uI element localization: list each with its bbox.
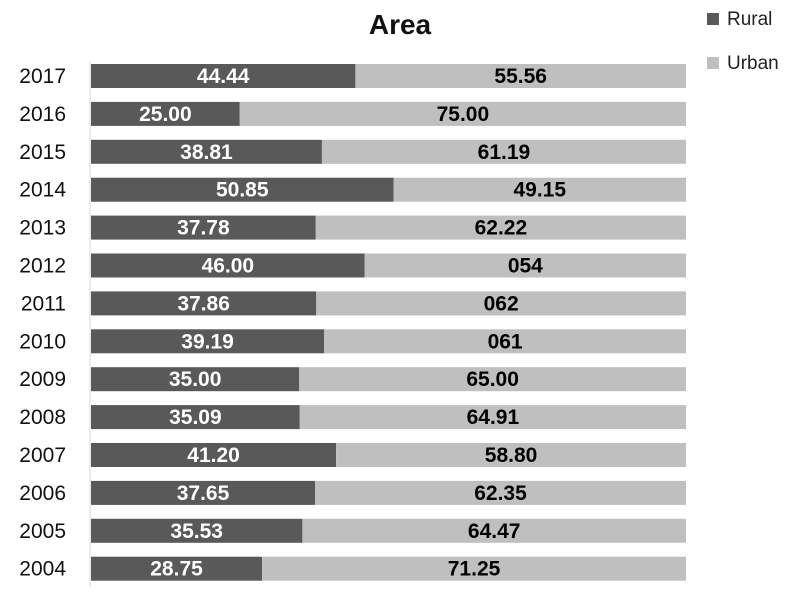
data-label-urban: 64.91 (467, 406, 520, 429)
bar-rural (91, 405, 300, 430)
data-label-rural: 46.00 (202, 255, 255, 278)
data-label-rural: 44.44 (197, 65, 250, 88)
bar-rural (91, 64, 356, 88)
bar-rural (91, 291, 317, 316)
bar-urban (239, 101, 686, 126)
y-tick-label: 2007 (19, 444, 66, 467)
bar-urban (364, 253, 686, 278)
y-tick-label: 2005 (19, 520, 66, 543)
bar-rural (91, 367, 300, 392)
y-tick-label: 2006 (19, 482, 66, 505)
data-label-urban: 58.80 (485, 444, 538, 467)
bar-urban (299, 367, 686, 392)
data-label-rural: 39.19 (181, 330, 234, 353)
y-tick-label: 2010 (19, 330, 66, 353)
data-label-urban: 062 (484, 292, 519, 315)
bar-urban (302, 518, 686, 543)
bar-urban (324, 329, 686, 354)
data-label-urban: 061 (488, 330, 523, 353)
bar-urban (262, 556, 686, 581)
data-label-rural: 37.78 (177, 217, 230, 240)
data-label-rural: 35.09 (169, 406, 222, 429)
bar-rural (91, 518, 303, 543)
data-label-rural: 35.00 (169, 368, 222, 391)
bar-urban (315, 480, 686, 505)
legend-label-rural: Rural (727, 9, 772, 30)
data-label-urban: 054 (508, 255, 543, 278)
y-tick-label: 2012 (19, 255, 66, 278)
bar-rural (91, 480, 316, 505)
bar-urban (299, 405, 686, 430)
bar-rural (91, 177, 394, 202)
data-label-rural: 41.20 (187, 444, 240, 467)
legend-swatch-rural (707, 13, 719, 25)
y-tick-label: 2008 (19, 406, 66, 429)
bar-urban (321, 139, 686, 164)
y-tick-label: 2016 (19, 103, 66, 126)
bar-urban (315, 215, 686, 240)
y-tick-label: 2015 (19, 141, 66, 164)
data-label-rural: 50.85 (216, 179, 269, 202)
data-label-urban: 61.19 (478, 141, 531, 164)
bar-plot-area: 2017 44.44 55.56 2016 25.00 75.00 2015 38.81 61.… (19, 64, 686, 581)
bar-rural (91, 101, 240, 126)
y-tick-label: 2013 (19, 217, 66, 240)
y-tick-label: 2014 (19, 179, 66, 202)
bar-urban (316, 291, 686, 316)
data-label-urban: 75.00 (437, 103, 490, 126)
bar-rural (91, 253, 365, 278)
data-label-urban: 71.25 (448, 558, 501, 581)
data-label-urban: 64.47 (468, 520, 521, 543)
y-tick-label: 2017 (19, 65, 66, 88)
data-label-urban: 65.00 (466, 368, 519, 391)
bar-urban (355, 64, 686, 88)
data-label-urban: 62.35 (474, 482, 527, 505)
y-tick-label: 2009 (19, 368, 66, 391)
data-label-rural: 35.53 (170, 520, 223, 543)
data-label-rural: 38.81 (180, 141, 233, 164)
bar-rural (91, 443, 337, 467)
data-label-rural: 37.65 (177, 482, 230, 505)
bar-rural (91, 215, 316, 240)
y-tick-label: 2004 (19, 558, 66, 581)
data-label-rural: 28.75 (150, 558, 203, 581)
y-tick-label: 2011 (21, 292, 66, 315)
legend-swatch-urban (707, 57, 719, 69)
data-label-urban: 49.15 (513, 179, 566, 202)
bar-urban (393, 177, 686, 202)
bar-rural (91, 139, 322, 164)
data-label-urban: 55.56 (494, 65, 547, 88)
data-label-rural: 37.86 (177, 292, 230, 315)
legend: Rural Urban (707, 9, 779, 74)
data-label-rural: 25.00 (139, 103, 192, 126)
chart-title: Area (369, 9, 432, 40)
legend-label-urban: Urban (727, 53, 779, 74)
bar-rural (91, 329, 325, 354)
bar-urban (336, 443, 686, 467)
bar-rural (91, 556, 263, 581)
data-label-urban: 62.22 (475, 217, 528, 240)
